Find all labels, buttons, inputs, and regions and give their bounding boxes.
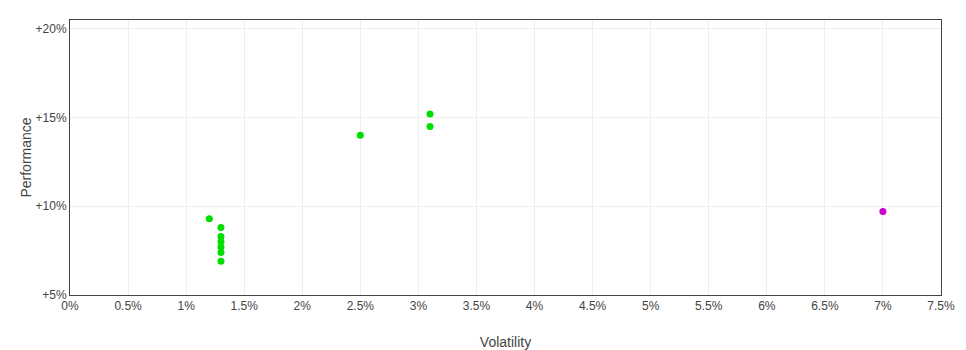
svg-text:5.5%: 5.5% (695, 299, 723, 313)
svg-text:5%: 5% (642, 299, 660, 313)
svg-text:4%: 4% (526, 299, 544, 313)
svg-text:+10%: +10% (36, 199, 67, 213)
svg-text:3.5%: 3.5% (463, 299, 491, 313)
svg-text:+5%: +5% (42, 288, 67, 302)
svg-text:Volatility: Volatility (480, 334, 531, 350)
svg-text:4.5%: 4.5% (579, 299, 607, 313)
svg-text:0%: 0% (61, 299, 79, 313)
svg-text:1.5%: 1.5% (231, 299, 259, 313)
svg-text:0.5%: 0.5% (114, 299, 142, 313)
svg-text:6.5%: 6.5% (811, 299, 839, 313)
svg-text:2%: 2% (294, 299, 312, 313)
svg-text:+15%: +15% (36, 111, 67, 125)
svg-text:2.5%: 2.5% (347, 299, 375, 313)
svg-text:+20%: +20% (36, 22, 67, 36)
svg-text:7.5%: 7.5% (927, 299, 955, 313)
svg-text:6%: 6% (758, 299, 776, 313)
svg-text:7%: 7% (874, 299, 892, 313)
svg-text:3%: 3% (410, 299, 428, 313)
svg-text:1%: 1% (177, 299, 195, 313)
svg-text:Performance: Performance (18, 117, 34, 197)
